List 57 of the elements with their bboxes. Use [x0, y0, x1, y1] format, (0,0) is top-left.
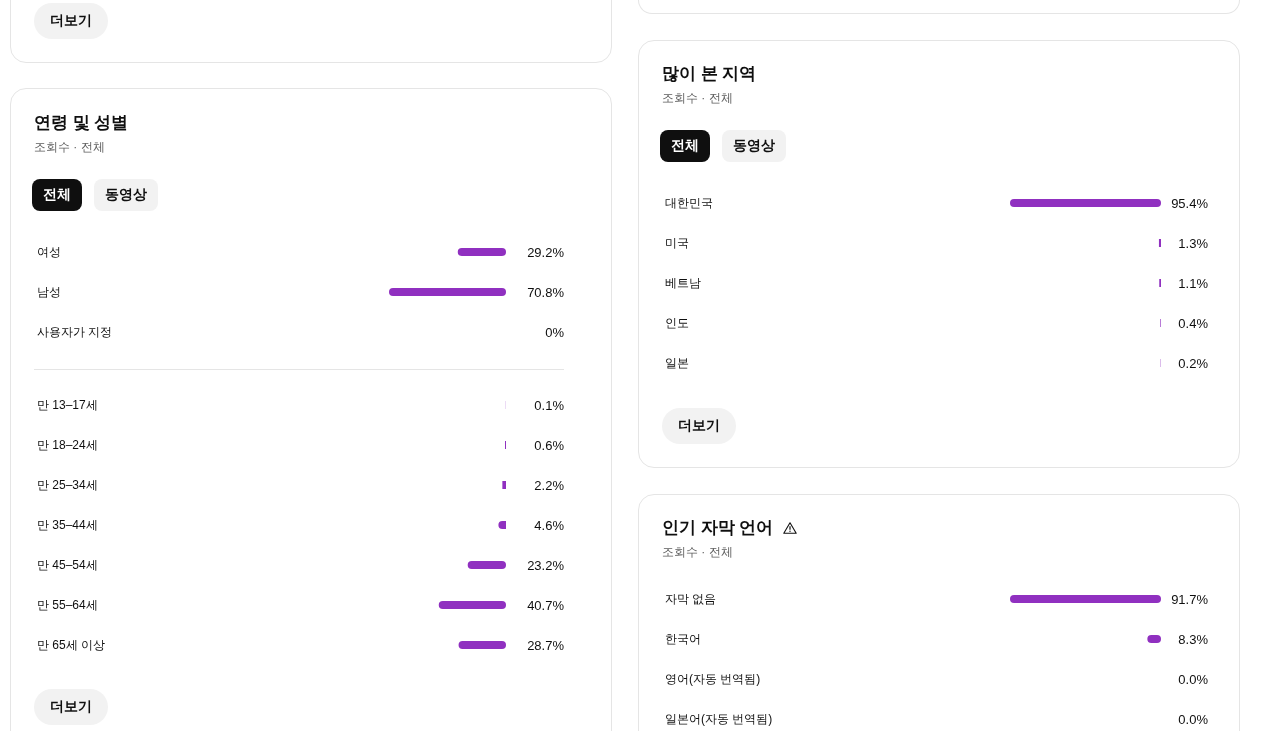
y-tick-label: 대한민국: [665, 196, 713, 210]
text: 조회수 · 전체: [662, 544, 733, 561]
data-label: 1.3%: [1178, 235, 1209, 251]
data-label: 28.7%: [527, 637, 565, 653]
bar: [502, 481, 506, 489]
data-label: 0.0%: [1178, 671, 1209, 687]
y-tick-label: 영어(자동 번역됨): [665, 672, 761, 686]
data-label: 29.2%: [527, 244, 565, 260]
y-tick-label: 일본: [665, 356, 689, 370]
bar: [467, 561, 506, 569]
text: 많이 본 지역: [662, 63, 757, 84]
data-label: 91.7%: [1171, 591, 1209, 607]
y-tick-label: 만 55–64세: [37, 598, 98, 612]
y-tick-label: 미국: [665, 236, 689, 250]
y-tick-label: 베트남: [665, 276, 701, 290]
bar: [438, 601, 506, 609]
y-tick-label: 만 65세 이상: [37, 638, 106, 652]
data-label: 0.4%: [1178, 315, 1209, 331]
data-label: 40.7%: [527, 597, 565, 613]
y-tick-label: 인도: [665, 316, 689, 330]
data-label: 2.2%: [534, 477, 565, 493]
y-tick-label: 만 45–54세: [37, 558, 98, 572]
tab-button[interactable]: 전체: [660, 130, 710, 162]
y-tick-label: 일본어(자동 번역됨): [665, 712, 773, 726]
bar: [1010, 199, 1161, 207]
text: 연령 및 성별: [34, 112, 129, 133]
y-tick-label: 자막 없음: [665, 592, 717, 606]
y-tick-label: 만 13–17세: [37, 398, 98, 412]
data-label: 0.6%: [534, 437, 565, 453]
text: 조회수 · 전체: [662, 90, 733, 107]
data-label: 1.1%: [1178, 275, 1209, 291]
data-label: 4.6%: [534, 517, 565, 533]
data-label: 23.2%: [527, 557, 565, 573]
tab-button[interactable]: 전체: [32, 179, 82, 211]
text: 0.0%: [1178, 711, 1208, 727]
data-label: 0%: [545, 324, 565, 340]
more-button[interactable]: 더보기: [34, 689, 108, 725]
y-tick-label: 만 25–34세: [37, 478, 98, 492]
data-label: 70.8%: [527, 284, 565, 300]
more-button[interactable]: 더보기: [34, 3, 108, 39]
y-tick-label: 만 35–44세: [37, 518, 98, 532]
more-button[interactable]: 더보기: [662, 408, 736, 444]
tab-button[interactable]: 동영상: [722, 130, 786, 162]
y-tick-label: 한국어: [665, 632, 701, 646]
text: 조회수 · 전체: [34, 139, 105, 156]
data-label: 8.3%: [1178, 631, 1209, 647]
y-tick-label: 여성: [37, 245, 61, 259]
bar: [1158, 239, 1161, 247]
y-tick-label: 만 18–24세: [37, 438, 98, 452]
text: 인기 자막 언어: [662, 517, 774, 538]
data-label: 0.1%: [534, 397, 565, 413]
bar: [458, 641, 506, 649]
y-tick-label: 사용자가 지정: [37, 325, 113, 339]
tab-button[interactable]: 동영상: [94, 179, 158, 211]
data-label: 95.4%: [1171, 195, 1209, 211]
data-label: 0.2%: [1178, 355, 1209, 371]
y-tick-label: 남성: [37, 285, 61, 299]
